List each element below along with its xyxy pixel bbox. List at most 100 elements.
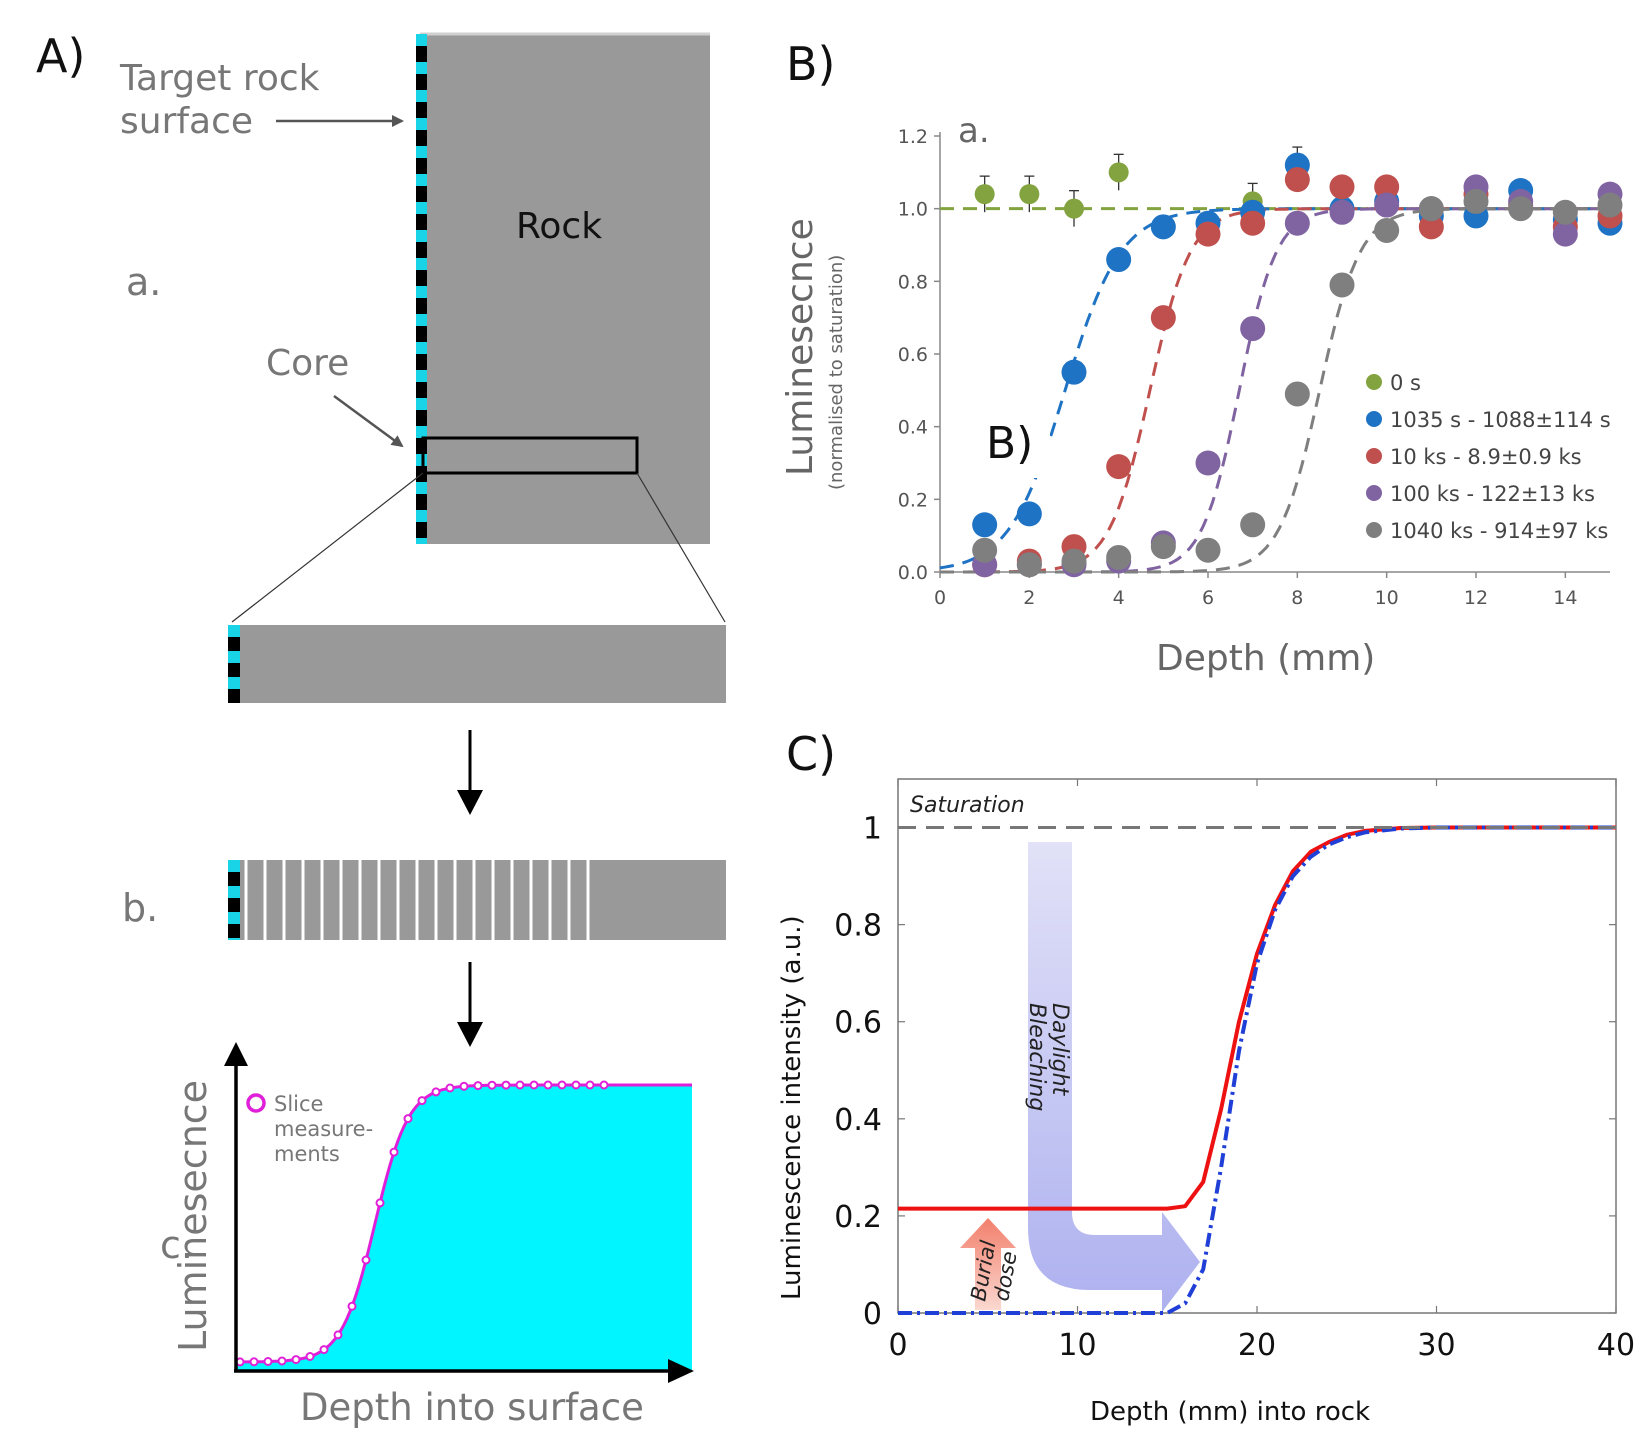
panel-b-x-tick-label: 2 xyxy=(1023,587,1035,609)
panel-b-x-tick-label: 8 xyxy=(1291,587,1303,609)
panel-b-point-4-13 xyxy=(1552,199,1578,225)
panel-b-point-1-0 xyxy=(972,512,998,538)
panel-c-y-tick-label: 0.2 xyxy=(834,1200,882,1235)
panel-b-x-tick-label: 12 xyxy=(1464,587,1488,609)
panel-b-y-label: Luminesecnce xyxy=(780,218,821,476)
panel-b-point-4-14 xyxy=(1597,192,1623,218)
panel-b-point-1-2 xyxy=(1061,359,1087,385)
schematic-x-label: Depth into surface xyxy=(300,1386,644,1429)
panel-b-point-0-0 xyxy=(974,184,995,205)
panel-b-y-tick-label: 1.0 xyxy=(898,199,928,221)
saturation-label: Saturation xyxy=(910,793,1025,818)
panel-b-legend-marker-2 xyxy=(1366,448,1382,464)
panel-b-point-0-1 xyxy=(1019,184,1040,205)
panel-b-point-3-5 xyxy=(1195,450,1221,476)
schematic-marker-16 xyxy=(445,1083,455,1093)
schematic-marker-7 xyxy=(319,1345,329,1355)
panel-c-y-label: Luminescence intensity (a.u.) xyxy=(777,915,807,1300)
panel-b-fit-2 xyxy=(940,207,1610,574)
schematic-legend-marker xyxy=(246,1093,266,1113)
panel-b-inner-label: a. xyxy=(958,111,990,151)
panel-b-point-2-4 xyxy=(1150,305,1176,331)
panel-b-point-1-1 xyxy=(1016,501,1042,527)
core-arrow xyxy=(333,394,404,448)
panel-b-point-3-13 xyxy=(1552,221,1578,247)
panel-b-data-points xyxy=(972,146,1623,578)
panel-b-point-4-12 xyxy=(1508,196,1534,222)
panel-b-point-0-2 xyxy=(1064,198,1084,219)
panel-a-letter: A) xyxy=(36,29,85,83)
panel-b-y-tick-label: 1.2 xyxy=(898,126,928,148)
panel-b-legend-label-1: 1035 s - 1088±114 s xyxy=(1390,408,1611,432)
panel-b-point-3-9 xyxy=(1374,192,1400,218)
schematic-legend-line3: ments xyxy=(274,1142,340,1166)
panel-b-point-2-5 xyxy=(1195,221,1221,247)
panel-b-point-4-10 xyxy=(1418,196,1444,222)
panel-b-x-tick-label: 10 xyxy=(1375,587,1399,609)
panel-b-legend-label-4: 1040 ks - 914±97 ks xyxy=(1390,519,1608,543)
panel-b-legend-marker-3 xyxy=(1366,485,1382,501)
core-outline xyxy=(421,436,639,475)
panel-b-point-2-9 xyxy=(1374,174,1400,200)
panel-b-y-tick-label: 0.6 xyxy=(898,344,928,366)
panel-c-x-tick-label: 30 xyxy=(1417,1328,1455,1363)
panel-b-point-0-3 xyxy=(1108,162,1129,183)
panel-c-x-label: Depth (mm) into rock xyxy=(1090,1397,1370,1427)
panel-c-y-tick-label: 0.4 xyxy=(834,1103,882,1138)
burial-arrow-shape xyxy=(960,1218,1016,1310)
zoom-line-right xyxy=(636,472,726,623)
panel-b-point-2-10 xyxy=(1418,214,1444,240)
panel-b-fit-4 xyxy=(940,207,1610,574)
panel-b-axes: 0.0 0.2 0.4 0.6 0.8 1.0 1.2 0 2 4 6 8 10 12 14 xyxy=(898,126,1610,609)
schematic-marker-24 xyxy=(557,1080,567,1090)
panel-b-x-tick-label: 4 xyxy=(1113,587,1125,609)
schematic-marker-23 xyxy=(543,1080,553,1090)
schematic-y-arrowhead xyxy=(224,1042,248,1066)
panel-b-overlay-label: B) xyxy=(986,418,1033,469)
step-b-label: b. xyxy=(122,886,158,930)
panel-b-point-2-3 xyxy=(1106,454,1132,480)
panel-b-legend-label-2: 10 ks - 8.9±0.9 ks xyxy=(1390,445,1582,469)
schematic-marker-17 xyxy=(459,1081,469,1091)
schematic-plot: Slice measure- ments Luminesecnce Depth … xyxy=(171,1042,694,1429)
panel-b-point-2-8 xyxy=(1329,174,1355,200)
panel-b-point-4-8 xyxy=(1329,272,1355,298)
rock-block xyxy=(420,34,710,544)
panel-b-y-tick-label: 0.8 xyxy=(898,271,928,293)
panel-b-legend-marker-4 xyxy=(1366,522,1382,538)
schematic-marker-5 xyxy=(291,1355,301,1365)
schematic-marker-25 xyxy=(571,1080,581,1090)
panel-b-point-4-1 xyxy=(1016,552,1042,578)
panel-b-point-4-5 xyxy=(1195,537,1221,563)
schematic-marker-10 xyxy=(361,1255,371,1265)
daylight-bleaching-arrow: Daylight Bleaching xyxy=(1024,842,1200,1312)
panel-b-y-tick-label: 0.4 xyxy=(898,417,928,439)
schematic-marker-11 xyxy=(375,1198,385,1208)
panel-c-axes: 00.20.40.60.810 10 20 30 40 xyxy=(834,779,1635,1363)
panel-b-y-tick-label: 0.0 xyxy=(898,562,928,584)
schematic-marker-8 xyxy=(333,1330,343,1340)
panel-b-legend: 0 s 1035 s - 1088±114 s 10 ks - 8.9±0.9 ks… xyxy=(1366,371,1611,543)
panel-c-plot-frame xyxy=(897,778,1617,1314)
panel-b-point-4-2 xyxy=(1061,548,1087,574)
panel-a: A) Target rock surface Rock a. Core b. c… xyxy=(36,29,726,1429)
panel-b-point-4-7 xyxy=(1284,381,1310,407)
panel-b-point-4-6 xyxy=(1240,512,1266,538)
panel-b-point-4-4 xyxy=(1150,534,1176,560)
sliced-core xyxy=(228,860,726,940)
panel-b-point-4-11 xyxy=(1463,188,1489,214)
panel-b-point-2-6 xyxy=(1240,210,1266,236)
daylight-label-line1: Daylight xyxy=(1047,1003,1072,1097)
panel-c-x-tick-label: 0 xyxy=(888,1328,907,1363)
panel-b-letter: B) xyxy=(786,37,836,91)
panel-c-y-tick-label: 0.6 xyxy=(834,1006,882,1041)
panel-c-letter: C) xyxy=(786,727,836,781)
panel-b-point-4-0 xyxy=(972,537,998,563)
schematic-legend-line1: Slice xyxy=(274,1092,323,1116)
step-c-label: c. xyxy=(160,1223,193,1267)
panel-b-fit-3 xyxy=(940,207,1610,574)
schematic-marker-12 xyxy=(389,1147,399,1157)
panel-b-point-3-7 xyxy=(1284,210,1310,236)
panel-b-point-1-3 xyxy=(1106,247,1132,273)
